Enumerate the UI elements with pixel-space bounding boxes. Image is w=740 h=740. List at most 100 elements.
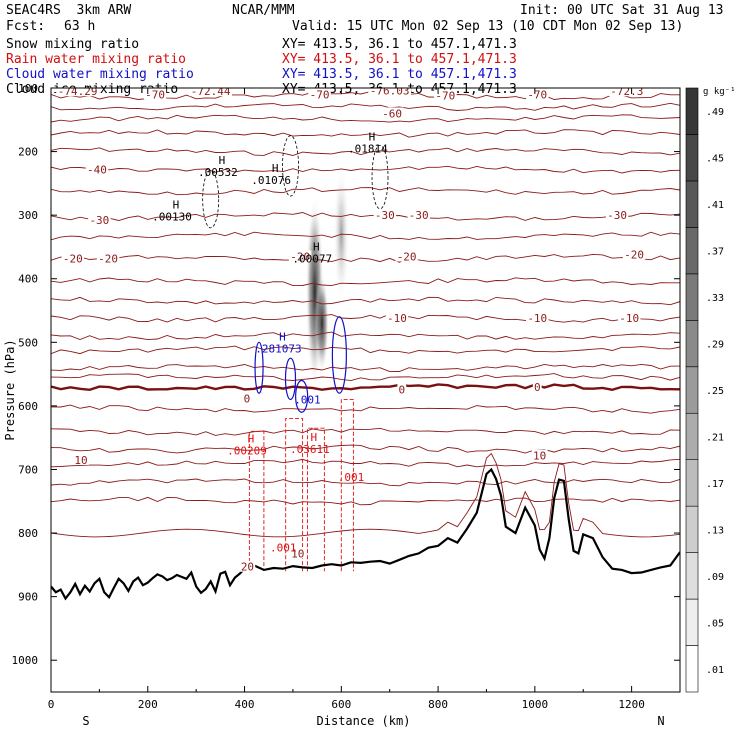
- temperature-contour: [51, 212, 680, 221]
- field-name-snow: Snow mixing ratio: [6, 37, 140, 52]
- temperature-contour: [51, 331, 680, 341]
- x-axis-title: Distance (km): [317, 714, 411, 728]
- colorbar-swatch: [685, 645, 699, 693]
- temperature-contour: [51, 253, 680, 263]
- forecast-label: Fcst:: [6, 19, 46, 34]
- y-tick-label: 700: [18, 463, 38, 476]
- colorbar-unit: g kg⁻¹: [703, 87, 736, 97]
- colorbar-swatch: [685, 598, 699, 646]
- colorbar-swatch: [685, 87, 699, 135]
- temperature-contour: [51, 363, 680, 373]
- north-label: N: [657, 714, 664, 728]
- colorbar-label: .17: [706, 479, 724, 490]
- rain-water-contour: [306, 427, 325, 572]
- extremum-value: .01814: [348, 142, 388, 155]
- y-tick-label: 300: [18, 209, 38, 222]
- colorbar-label: .49: [706, 107, 724, 118]
- x-tick-label: 400: [235, 698, 255, 711]
- temperature-contour: [51, 478, 680, 487]
- y-axis-title: Pressure (hPa): [3, 339, 17, 440]
- temperature-contour: [51, 313, 680, 323]
- temperature-label: -20: [624, 249, 644, 262]
- forecast-hours: 63 h: [64, 19, 96, 34]
- temperature-contour: [51, 147, 680, 156]
- temperature-label: 20: [241, 561, 254, 574]
- temperature-label: -30: [607, 209, 627, 222]
- temperature-label: -70: [527, 88, 547, 101]
- colorbar-label: .21: [706, 432, 724, 443]
- extremum-value: .01076: [251, 174, 291, 187]
- extremum-marker: H: [248, 432, 255, 445]
- y-tick-label: 200: [18, 146, 38, 159]
- temperature-contour: [51, 102, 680, 111]
- colorbar-label: .41: [706, 200, 724, 211]
- temperature-label: 10: [533, 449, 546, 462]
- x-tick-label: 800: [428, 698, 448, 711]
- temperature-label: 10: [291, 547, 304, 560]
- snow-shading: [314, 273, 329, 374]
- colorbar-label: .29: [706, 340, 724, 351]
- y-tick-label: 100: [18, 82, 38, 95]
- x-tick-label: 1200: [618, 698, 645, 711]
- y-tick-label: 400: [18, 273, 38, 286]
- extremum-marker: H: [272, 162, 279, 175]
- extremum-value: .001: [270, 542, 297, 555]
- temperature-contour: [51, 296, 680, 306]
- temperature-label: -20: [63, 252, 83, 265]
- temperature-contour: [51, 496, 680, 506]
- init-time: Init: 00 UTC Sat 31 Aug 13: [520, 3, 724, 18]
- colorbar-label: .05: [706, 618, 724, 629]
- field-xy-cloud-water: XY= 413.5, 36.1 to 457.1,471.3: [282, 67, 517, 82]
- temperature-contour: [51, 129, 680, 138]
- cloud-ice-contour: [202, 170, 220, 229]
- temperature-label: -30: [375, 209, 395, 222]
- rain-water-contour: [248, 430, 265, 569]
- temperature-contour: [51, 452, 680, 538]
- colorbar-swatch: [685, 505, 699, 553]
- x-tick-label: 200: [138, 698, 158, 711]
- y-tick-label: 1000: [12, 654, 39, 667]
- temperature-label: 10: [74, 454, 87, 467]
- temperature-contour: [51, 427, 680, 436]
- temperature-contour: [51, 444, 680, 454]
- extremum-value: .00532: [198, 166, 238, 179]
- temperature-label: -70: [435, 90, 455, 103]
- colorbar-label: .01: [706, 665, 724, 676]
- temperature-label: -30: [89, 214, 109, 227]
- colorbar-label: .09: [706, 572, 724, 583]
- colorbar-label: .13: [706, 525, 724, 536]
- colorbar-swatch: [685, 134, 699, 182]
- y-tick-label: 900: [18, 591, 38, 604]
- cloud-water-contour: [284, 357, 297, 401]
- rain-water-contour: [340, 399, 354, 572]
- x-tick-label: 0: [48, 698, 55, 711]
- y-tick-label: 600: [18, 400, 38, 413]
- temperature-label: -10: [387, 312, 407, 325]
- temperature-label: 0: [534, 381, 541, 394]
- temperature-label: -70: [145, 88, 165, 101]
- extremum-value: .001: [294, 394, 321, 407]
- extremum-marker: H: [313, 240, 320, 253]
- temperature-label: -74.29: [58, 85, 98, 98]
- extremum-value: .00077: [292, 252, 332, 265]
- y-tick-label: 800: [18, 527, 38, 540]
- temperature-contour: [51, 114, 680, 123]
- colorbar-label: .25: [706, 386, 724, 397]
- colorbar-label: .37: [706, 247, 724, 258]
- extremum-value: .001: [338, 471, 365, 484]
- temperature-label: -76.03: [370, 85, 410, 98]
- temperature-label: -60: [382, 107, 402, 120]
- south-label: S: [82, 714, 89, 728]
- colorbar-label: .33: [706, 293, 724, 304]
- valid-time: Valid: 15 UTC Mon 02 Sep 13 (10 CDT Mon …: [292, 19, 684, 34]
- freezing-level-contour: [51, 383, 680, 392]
- temperature-label: -20: [98, 252, 118, 265]
- temperature-label: 0: [244, 392, 251, 405]
- x-tick-label: 600: [331, 698, 351, 711]
- colorbar-swatch: [685, 412, 699, 460]
- extremum-value: .00130: [152, 210, 192, 223]
- colorbar-swatch: [685, 366, 699, 414]
- field-name-rain: Rain water mixing ratio: [6, 52, 187, 67]
- field-xy-rain: XY= 413.5, 36.1 to 457.1,471.3: [282, 52, 517, 67]
